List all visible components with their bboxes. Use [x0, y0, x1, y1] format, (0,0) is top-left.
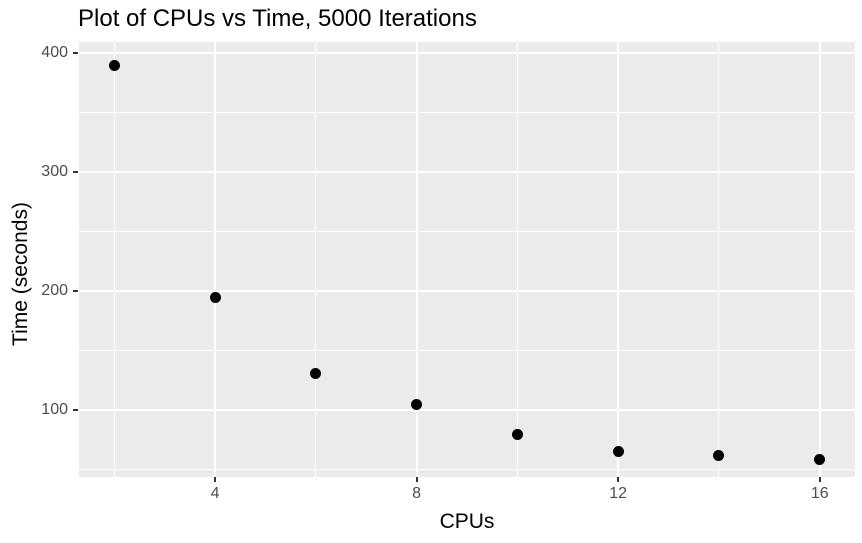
data-point	[511, 428, 523, 440]
data-point	[713, 450, 725, 462]
x-tick-mark	[818, 477, 821, 482]
plot-title: Plot of CPUs vs Time, 5000 Iterations	[78, 5, 477, 32]
data-point	[814, 453, 826, 465]
y-major-gridline	[79, 290, 855, 293]
data-point	[612, 446, 624, 458]
x-minor-gridline	[113, 42, 115, 477]
y-tick-mark	[73, 170, 78, 173]
y-major-gridline	[79, 409, 855, 412]
y-tick-label: 100	[41, 401, 68, 419]
x-tick-label: 12	[609, 485, 628, 502]
data-point	[411, 398, 423, 410]
x-minor-gridline	[315, 42, 317, 477]
x-tick-mark	[415, 477, 418, 482]
x-tick-label: 8	[412, 485, 422, 502]
y-tick-mark	[73, 409, 78, 412]
x-tick-label: 4	[210, 485, 220, 502]
y-minor-gridline	[79, 111, 855, 113]
y-major-gridline	[79, 170, 855, 173]
x-minor-gridline	[516, 42, 518, 477]
x-tick-label: 16	[810, 485, 829, 502]
x-major-gridline	[617, 42, 620, 477]
data-point	[108, 60, 120, 72]
x-minor-gridline	[718, 42, 720, 477]
x-major-gridline	[415, 42, 418, 477]
y-tick-mark	[73, 290, 78, 293]
y-minor-gridline	[79, 230, 855, 232]
x-major-gridline	[214, 42, 217, 477]
x-tick-mark	[617, 477, 620, 482]
y-tick-label: 400	[41, 43, 68, 61]
y-minor-gridline	[79, 350, 855, 352]
x-tick-mark	[214, 477, 217, 482]
y-tick-label: 300	[41, 162, 68, 180]
data-point	[310, 367, 322, 379]
y-tick-label: 200	[41, 282, 68, 300]
y-major-gridline	[79, 51, 855, 54]
y-minor-gridline	[79, 469, 855, 471]
x-axis-title: CPUs	[439, 510, 495, 533]
y-axis-title: Time (seconds)	[9, 202, 32, 346]
data-point	[209, 291, 221, 303]
y-tick-mark	[73, 51, 78, 54]
plot-panel	[79, 42, 855, 477]
x-major-gridline	[818, 42, 821, 477]
